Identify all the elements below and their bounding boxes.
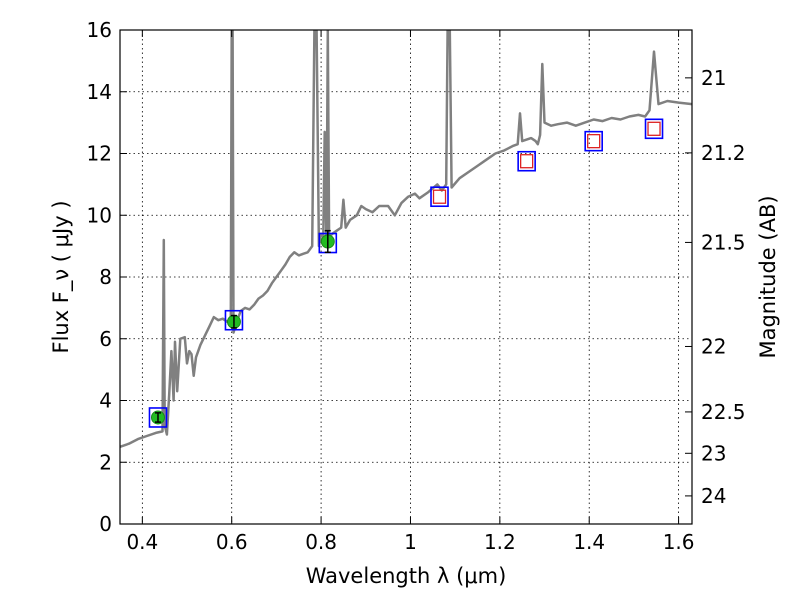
y-tick-label: 10 bbox=[87, 203, 112, 227]
x-tick-label: 1.4 bbox=[573, 530, 605, 554]
x-tick-label: 0.4 bbox=[126, 530, 158, 554]
y-tick-label: 14 bbox=[87, 80, 112, 104]
model-photometry-square bbox=[584, 130, 603, 152]
right-tick-label: 22 bbox=[701, 334, 726, 358]
right-tick-label: 21 bbox=[701, 66, 726, 90]
y-tick-label: 4 bbox=[99, 389, 112, 413]
predicted-photometry-square bbox=[587, 133, 601, 149]
y-tick-label: 2 bbox=[99, 450, 112, 474]
x-tick-label: 1.6 bbox=[663, 530, 695, 554]
model-photometry-square bbox=[148, 407, 168, 428]
y-tick-label: 0 bbox=[99, 512, 112, 536]
right-tick-label: 22.5 bbox=[701, 400, 746, 424]
y-tick-label: 8 bbox=[99, 265, 112, 289]
y-axis-label: Flux F_ν ( μJy ) bbox=[49, 200, 74, 353]
plot-frame bbox=[119, 29, 693, 525]
y-tick-label: 6 bbox=[99, 327, 112, 351]
x-tick-label: 1 bbox=[404, 530, 417, 554]
model-photometry-square bbox=[430, 186, 449, 208]
y-tick-label: 16 bbox=[87, 18, 112, 42]
x-tick-label: 1.2 bbox=[484, 530, 516, 554]
predicted-photometry-square bbox=[520, 154, 534, 169]
model-photometry-square bbox=[224, 309, 244, 331]
predicted-photometry-square bbox=[432, 189, 447, 204]
right-tick-label: 21.2 bbox=[701, 141, 746, 165]
y-tick-label: 12 bbox=[87, 142, 112, 166]
x-axis-label: Wavelength λ (μm) bbox=[306, 564, 507, 588]
y-axis-right-label: Magnitude (AB) bbox=[756, 195, 780, 358]
model-photometry-square bbox=[644, 118, 664, 140]
axis-ticks: 0.4 0.6 0.8 1 1.2 1.4 1.602468101214162121.221… bbox=[87, 18, 746, 554]
x-tick-label: 0.6 bbox=[216, 530, 248, 554]
right-tick-label: 21.5 bbox=[701, 230, 746, 254]
photometry-markers bbox=[148, 118, 664, 428]
right-tick-label: 23 bbox=[701, 441, 726, 465]
model-photometry-square bbox=[517, 150, 536, 172]
right-tick-label: 24 bbox=[701, 484, 726, 508]
x-tick-label: 0.8 bbox=[305, 530, 337, 554]
predicted-photometry-square bbox=[647, 121, 661, 136]
